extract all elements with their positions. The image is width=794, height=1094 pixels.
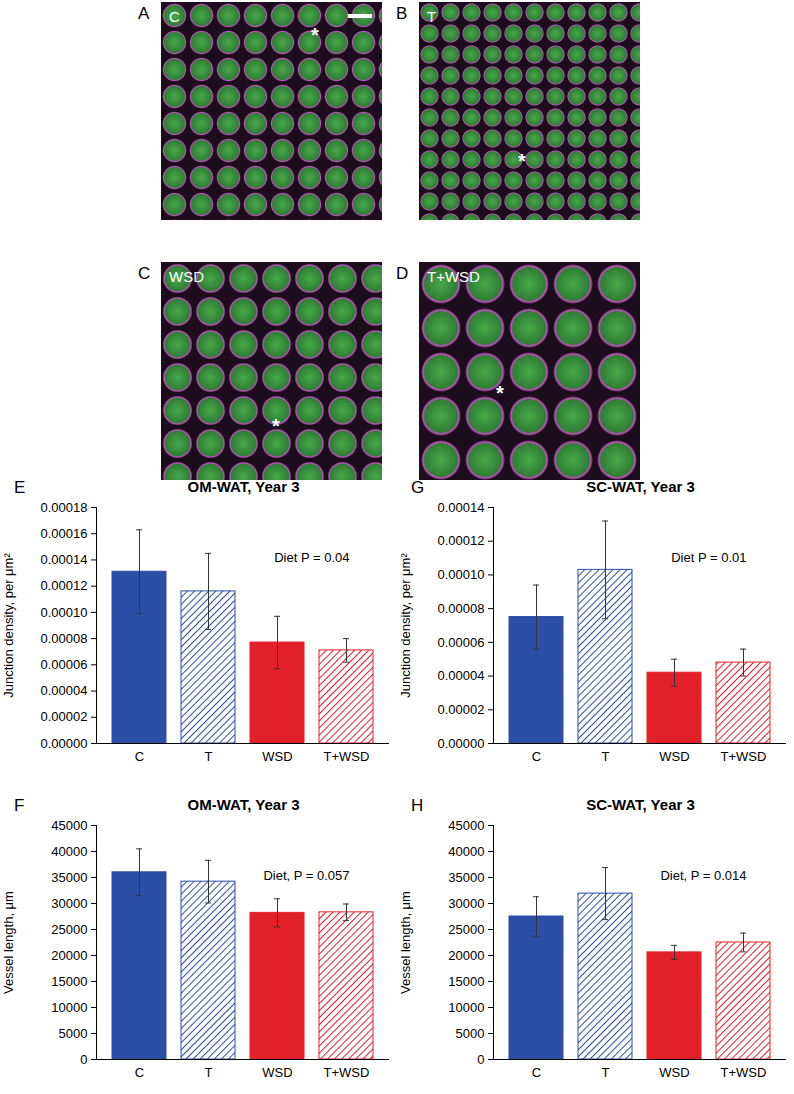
svg-text:0.00014: 0.00014	[41, 552, 88, 567]
svg-text:25000: 25000	[448, 922, 484, 937]
svg-text:0.00004: 0.00004	[41, 683, 88, 698]
svg-text:10000: 10000	[51, 1000, 87, 1015]
svg-text:10000: 10000	[448, 1000, 484, 1015]
svg-text:WSD: WSD	[262, 1065, 292, 1080]
svg-text:5000: 5000	[59, 1026, 88, 1041]
svg-text:C: C	[532, 1065, 541, 1080]
svg-text:35000: 35000	[448, 870, 484, 885]
svg-text:15000: 15000	[51, 974, 87, 989]
svg-text:Vessel length, μm: Vessel length, μm	[1, 891, 16, 994]
svg-text:Junction density, per μm²: Junction density, per μm²	[398, 553, 413, 698]
svg-text:0.00012: 0.00012	[41, 578, 88, 593]
svg-text:0.00000: 0.00000	[438, 736, 485, 751]
svg-text:15000: 15000	[448, 974, 484, 989]
html-text:E: E	[14, 478, 26, 497]
svg-text:0.00006: 0.00006	[41, 657, 88, 672]
svg-text:25000: 25000	[51, 922, 87, 937]
svg-text:0.00002: 0.00002	[41, 709, 88, 724]
svg-text:0: 0	[477, 1052, 484, 1067]
html-text:D: D	[396, 264, 409, 283]
svg-text:Vessel length, μm: Vessel length, μm	[398, 891, 413, 994]
svg-text:45000: 45000	[51, 818, 87, 833]
svg-text:WSD: WSD	[262, 749, 292, 764]
svg-text:T: T	[205, 749, 213, 764]
svg-text:20000: 20000	[448, 948, 484, 963]
svg-text:T: T	[205, 1065, 213, 1080]
svg-text:0.00002: 0.00002	[438, 702, 485, 717]
svg-text:T: T	[602, 1065, 610, 1080]
svg-text:Diet P = 0.04: Diet P = 0.04	[274, 550, 349, 565]
svg-text:35000: 35000	[51, 870, 87, 885]
svg-text:Diet, P = 0.014: Diet, P = 0.014	[660, 868, 746, 883]
svg-text:0.00012: 0.00012	[438, 533, 485, 548]
svg-text:Diet P = 0.01: Diet P = 0.01	[671, 550, 746, 565]
html-text:H: H	[411, 796, 424, 815]
svg-text:T: T	[602, 749, 610, 764]
svg-text:WSD: WSD	[659, 1065, 689, 1080]
html-text:B: B	[396, 4, 408, 23]
html-text:OM-WAT, Year 3: OM-WAT, Year 3	[187, 478, 300, 495]
svg-text:0.00010: 0.00010	[438, 567, 485, 582]
svg-text:40000: 40000	[51, 844, 87, 859]
svg-text:C: C	[532, 749, 541, 764]
svg-text:WSD: WSD	[659, 749, 689, 764]
svg-text:T+WSD: T+WSD	[721, 749, 767, 764]
html-text:C: C	[169, 8, 180, 25]
svg-text:T+WSD: T+WSD	[721, 1065, 767, 1080]
html-text:T+WSD: T+WSD	[427, 268, 480, 285]
svg-text:40000: 40000	[448, 844, 484, 859]
svg-text:Junction density, per μm²: Junction density, per μm²	[1, 553, 16, 698]
svg-text:0.00018: 0.00018	[41, 500, 88, 515]
svg-text:C: C	[135, 749, 144, 764]
svg-text:0.00014: 0.00014	[438, 500, 485, 515]
svg-text:T+WSD: T+WSD	[324, 749, 370, 764]
html-text:A: A	[138, 4, 150, 23]
svg-text:0.00000: 0.00000	[41, 736, 88, 751]
html-text:OM-WAT, Year 3: OM-WAT, Year 3	[187, 796, 300, 813]
svg-text:20000: 20000	[51, 948, 87, 963]
svg-text:0.00006: 0.00006	[438, 635, 485, 650]
svg-text:30000: 30000	[448, 896, 484, 911]
svg-text:0.00010: 0.00010	[41, 605, 88, 620]
svg-text:Diet, P = 0.057: Diet, P = 0.057	[263, 868, 349, 883]
svg-text:T+WSD: T+WSD	[324, 1065, 370, 1080]
html-text:G: G	[411, 478, 425, 497]
html-text:WSD: WSD	[169, 268, 204, 285]
html-text:SC-WAT, Year 3: SC-WAT, Year 3	[586, 796, 695, 813]
html-text:C: C	[138, 264, 151, 283]
svg-text:0.00004: 0.00004	[438, 668, 485, 683]
svg-text:0.00008: 0.00008	[438, 601, 485, 616]
html-text:T: T	[427, 8, 437, 25]
html-text:F: F	[14, 796, 25, 815]
svg-text:5000: 5000	[456, 1026, 485, 1041]
svg-text:0.00008: 0.00008	[41, 631, 88, 646]
svg-text:45000: 45000	[448, 818, 484, 833]
svg-text:0: 0	[80, 1052, 87, 1067]
svg-text:C: C	[135, 1065, 144, 1080]
svg-text:30000: 30000	[51, 896, 87, 911]
html-text:SC-WAT, Year 3: SC-WAT, Year 3	[586, 478, 695, 495]
svg-text:0.00016: 0.00016	[41, 526, 88, 541]
